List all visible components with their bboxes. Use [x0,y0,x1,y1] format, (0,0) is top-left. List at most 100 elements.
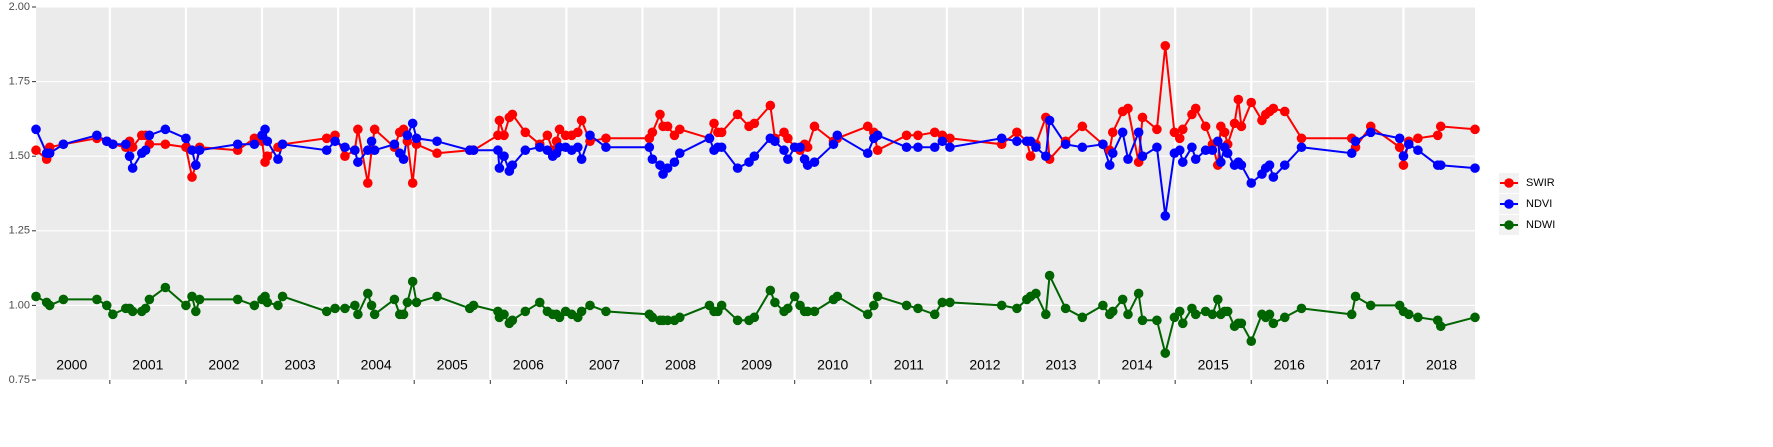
point [499,309,509,320]
point [340,303,350,314]
point [1190,154,1201,164]
point [411,133,422,144]
point [1137,151,1148,161]
point [160,139,171,150]
point [1296,142,1307,153]
point [674,124,685,135]
point [353,124,363,135]
point [194,145,205,156]
y-tick-label: 1.75 [9,76,30,88]
point [1107,127,1118,138]
point [789,291,800,302]
point [1394,142,1405,153]
point [1435,121,1446,132]
point [1296,303,1307,314]
point [1246,97,1257,108]
point [1012,127,1022,138]
point [1413,145,1423,156]
point [194,294,205,305]
y-tick-label: 2.00 [9,1,30,13]
legend: SWIR NDVI NDWI [1499,173,1555,235]
point [534,142,545,153]
point [31,145,41,156]
point [493,145,503,156]
point [187,145,197,156]
point [507,315,518,326]
year-label: 2011 [894,357,924,373]
point [277,139,288,150]
legend-label: SWIR [1526,177,1555,189]
point [1123,309,1133,320]
point [869,300,879,311]
point [601,133,611,144]
point [872,145,883,156]
point [1432,130,1443,141]
annotations: 2000 2001 2002 2003 2004 2005 2006 2007 2008 2009… [56,357,1457,373]
point [1219,127,1230,138]
point [262,151,273,161]
point [1279,312,1290,323]
point [1117,294,1128,305]
point [1107,306,1118,317]
point [124,151,135,161]
point [140,303,151,314]
point [1403,309,1414,320]
point [398,154,409,164]
point [913,130,923,141]
point [709,118,719,129]
point [353,309,363,320]
point [662,121,673,132]
axes: 0.75 1.00 1.25 1.50 1.75 2.00 [9,1,1404,386]
point [187,291,197,302]
point [1152,142,1162,153]
point [901,142,912,153]
point [1403,139,1414,150]
point [340,142,350,153]
year-label: 2016 [1274,357,1305,373]
point [662,315,673,326]
point [1104,160,1115,170]
point [1398,160,1409,170]
point [802,142,813,153]
point [249,300,260,311]
point [1077,121,1088,132]
point [389,294,400,305]
point [144,130,155,141]
point [1207,145,1218,156]
point [108,309,118,320]
point [996,133,1007,144]
point [749,312,760,323]
point [407,178,418,188]
point [1152,124,1162,135]
point [407,276,418,287]
point [362,288,373,299]
point [1365,127,1376,138]
point [432,291,442,302]
point [1264,160,1275,170]
point [389,139,400,150]
point [662,163,673,173]
year-label: 2014 [1122,357,1153,373]
point [366,136,377,147]
point [520,145,531,156]
point [732,109,743,120]
point [1190,309,1201,320]
point [1031,288,1041,299]
legend-label: NDVI [1526,198,1552,210]
point [783,303,793,314]
y-tick-label: 1.00 [9,299,30,311]
point [669,157,680,167]
point [249,139,260,150]
point [576,115,587,126]
point [937,297,948,308]
point [507,109,518,120]
point [1174,133,1185,144]
point [273,300,283,311]
point [1152,315,1162,326]
point [716,300,727,311]
point [402,297,413,308]
point [127,306,138,317]
point [499,130,509,141]
point [996,300,1007,311]
